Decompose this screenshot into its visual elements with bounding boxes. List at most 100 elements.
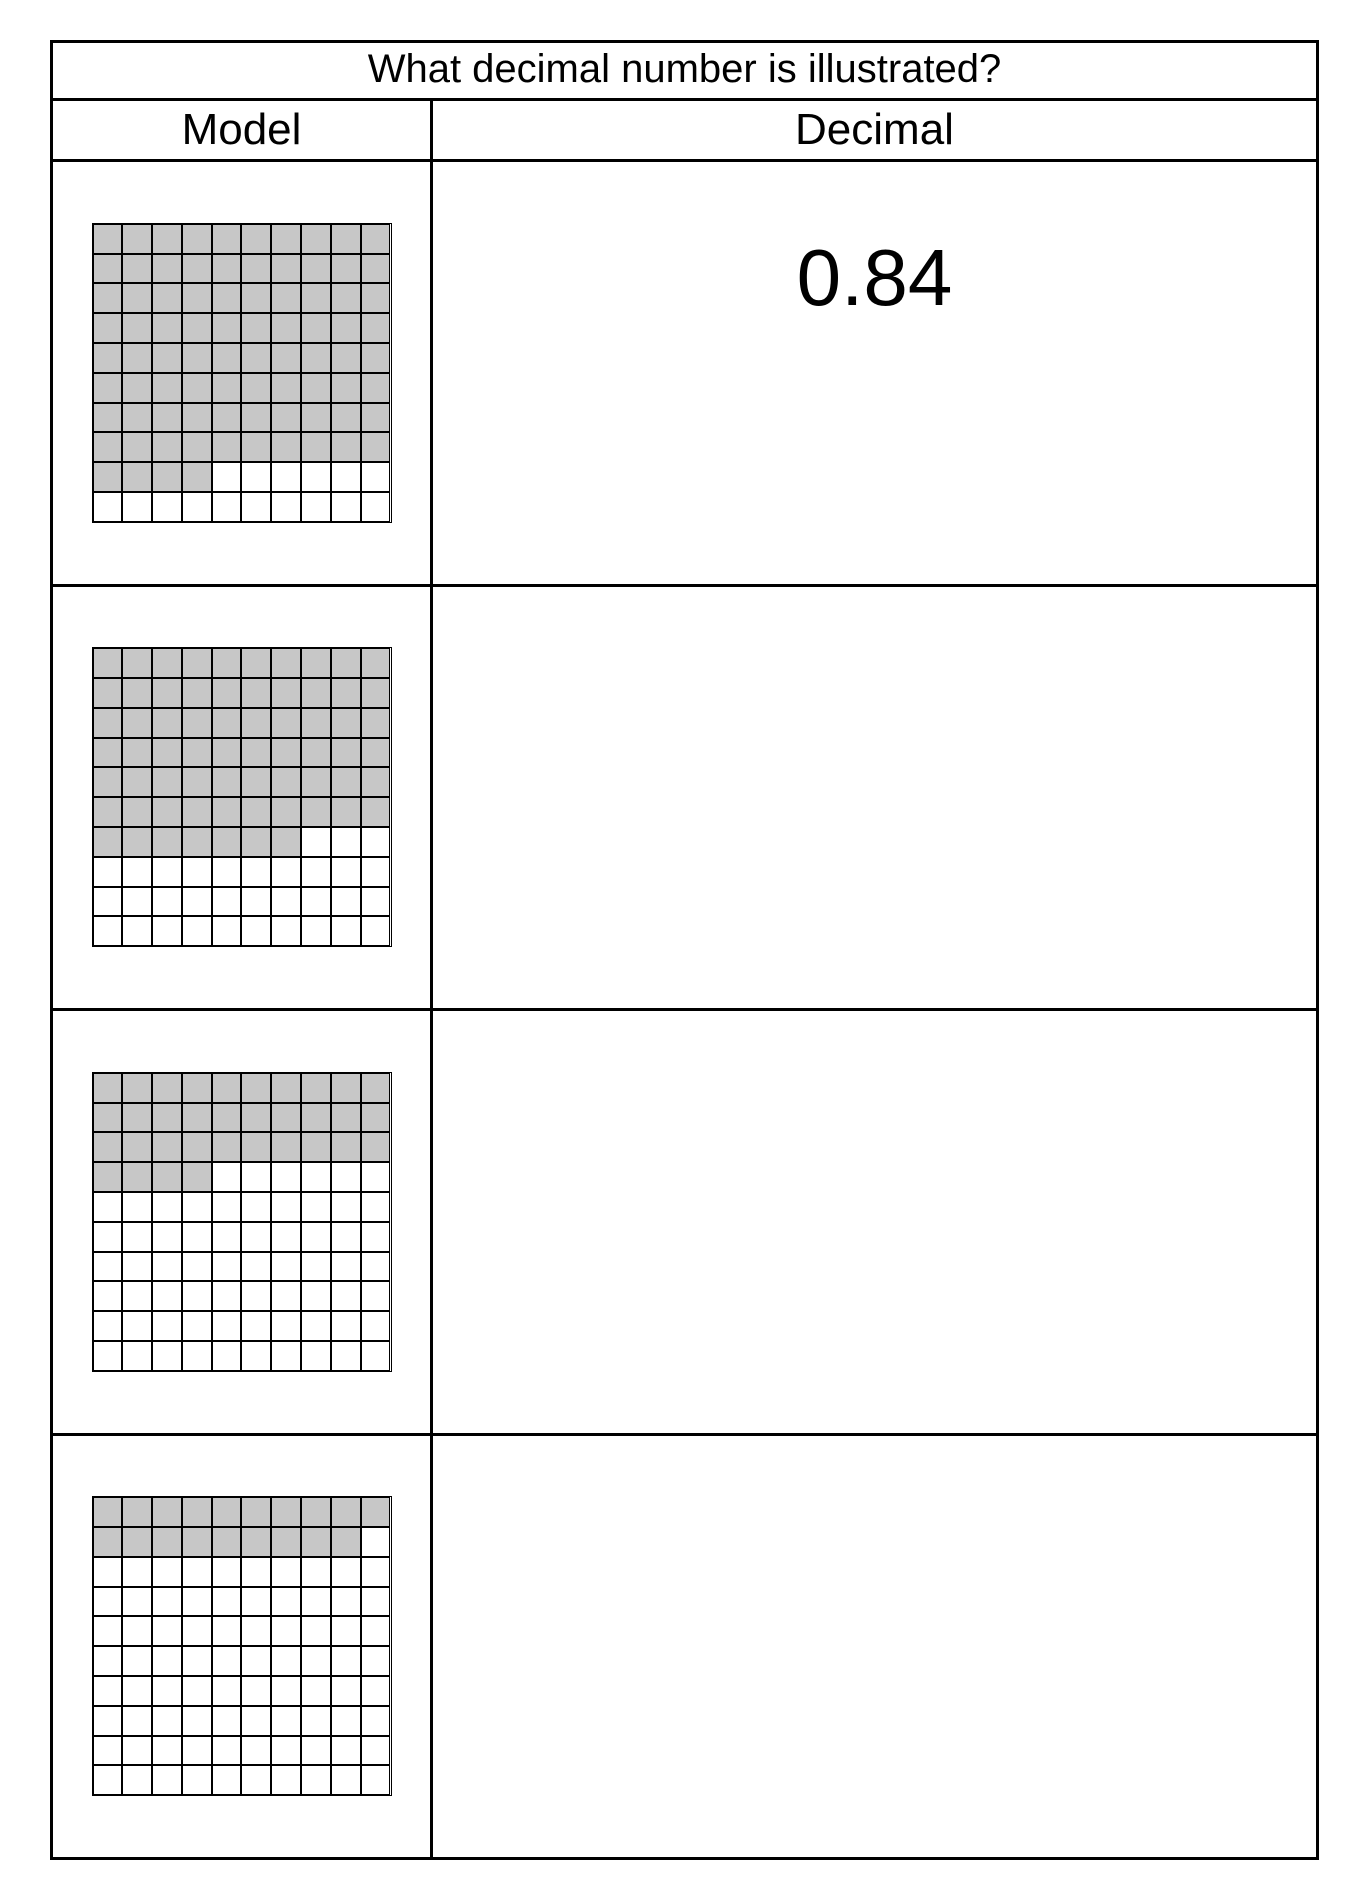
grid-cell (182, 1341, 212, 1371)
grid-cell (361, 1527, 391, 1557)
grid-cell (331, 916, 361, 946)
grid-cell (182, 1073, 212, 1103)
grid-cell (301, 1341, 331, 1371)
grid-cell (241, 1252, 271, 1282)
grid-cell (271, 1222, 301, 1252)
grid-cell (182, 1676, 212, 1706)
grid-cell (152, 283, 182, 313)
grid-cell (93, 857, 123, 887)
grid-cell (361, 432, 391, 462)
grid-cell (212, 1073, 242, 1103)
grid-cell (301, 827, 331, 857)
grid-cell (182, 492, 212, 522)
grid-cell (331, 1646, 361, 1676)
grid-cell (301, 1497, 331, 1527)
grid-cell (212, 403, 242, 433)
grid-cell (301, 678, 331, 708)
grid-cell (331, 1252, 361, 1282)
grid-cell (241, 1103, 271, 1133)
grid-cell (93, 916, 123, 946)
grid-cell (182, 1765, 212, 1795)
grid-cell (271, 1557, 301, 1587)
grid-cell (122, 857, 152, 887)
grid-cell (122, 373, 152, 403)
grid-cell (331, 1557, 361, 1587)
grid-cell (301, 1103, 331, 1133)
grid-cell (152, 1162, 182, 1192)
grid-cell (212, 827, 242, 857)
grid-cell (182, 887, 212, 917)
grid-cell (241, 1192, 271, 1222)
grid-cell (241, 827, 271, 857)
grid-cell (301, 1311, 331, 1341)
grid-cell (182, 916, 212, 946)
grid-cell (331, 1222, 361, 1252)
grid-cell (271, 1706, 301, 1736)
grid-cell (361, 1706, 391, 1736)
grid-cell (331, 373, 361, 403)
grid-cell (152, 1103, 182, 1133)
grid-cell (271, 887, 301, 917)
grid-cell (122, 887, 152, 917)
grid-cell (93, 1132, 123, 1162)
grid-cell (241, 462, 271, 492)
grid-cell (331, 1676, 361, 1706)
grid-cell (212, 1222, 242, 1252)
grid-cell (361, 738, 391, 768)
grid-cell (301, 916, 331, 946)
grid-cell (361, 1676, 391, 1706)
grid-cell (331, 492, 361, 522)
grid-cell (361, 1646, 391, 1676)
grid-cell (182, 1736, 212, 1766)
grid-cell (93, 343, 123, 373)
grid-cell (182, 1616, 212, 1646)
grid-cell (241, 648, 271, 678)
grid-cell (361, 1222, 391, 1252)
grid-cell (152, 857, 182, 887)
grid-cell (93, 254, 123, 284)
grid-cell (301, 254, 331, 284)
grid-cell (331, 403, 361, 433)
decimal-cell[interactable] (433, 587, 1316, 1009)
grid-cell (212, 254, 242, 284)
grid-cell (93, 1341, 123, 1371)
grid-cell (122, 1706, 152, 1736)
grid-cell (301, 1616, 331, 1646)
grid-cell (152, 462, 182, 492)
grid-cell (212, 432, 242, 462)
grid-cell (241, 432, 271, 462)
grid-cell (241, 916, 271, 946)
grid-cell (271, 797, 301, 827)
grid-cell (182, 1646, 212, 1676)
grid-cell (301, 1073, 331, 1103)
grid-cell (331, 343, 361, 373)
outer-frame: What decimal number is illustrated? Mode… (50, 40, 1319, 1860)
grid-cell (361, 1557, 391, 1587)
grid-cell (152, 738, 182, 768)
grid-cell (93, 738, 123, 768)
grid-cell (152, 1073, 182, 1103)
decimal-cell[interactable]: 0.84 (433, 162, 1316, 584)
grid-cell (212, 1527, 242, 1557)
grid-cell (361, 708, 391, 738)
header-decimal: Decimal (433, 101, 1316, 159)
grid-cell (271, 1497, 301, 1527)
grid-cell (152, 1527, 182, 1557)
grid-cell (331, 1706, 361, 1736)
grid-cell (93, 1281, 123, 1311)
grid-cell (241, 1646, 271, 1676)
grid-cell (301, 738, 331, 768)
grid-cell (122, 648, 152, 678)
decimal-cell[interactable] (433, 1011, 1316, 1433)
grid-cell (271, 1616, 301, 1646)
grid-cell (361, 224, 391, 254)
grid-cell (122, 403, 152, 433)
grid-cell (122, 1132, 152, 1162)
grid-cell (212, 1616, 242, 1646)
grid-cell (361, 678, 391, 708)
decimal-cell[interactable] (433, 1436, 1316, 1858)
grid-cell (301, 432, 331, 462)
grid-cell (122, 916, 152, 946)
grid-cell (93, 1073, 123, 1103)
grid-cell (122, 1646, 152, 1676)
